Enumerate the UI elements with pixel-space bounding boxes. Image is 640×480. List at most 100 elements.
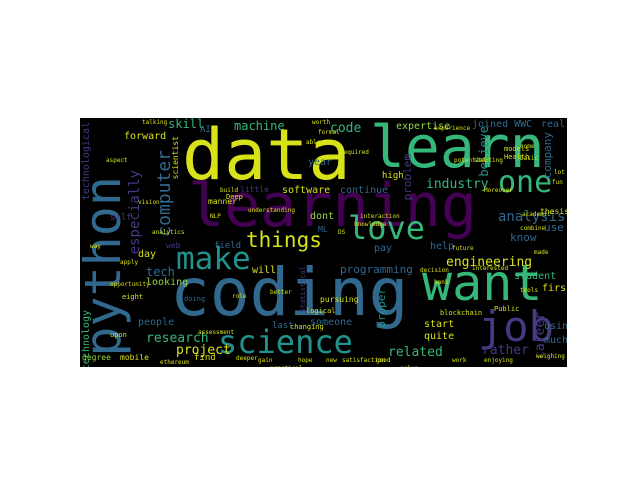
word-future: future	[452, 245, 474, 252]
word-practical: practical	[270, 366, 303, 368]
word-expertise: expertise	[396, 121, 451, 132]
word-joined-wwc: joined WWC	[472, 119, 533, 130]
word-job: job	[478, 302, 554, 351]
word-tools: tools	[520, 287, 539, 294]
word-degree: degree	[82, 353, 111, 362]
word-nlp: NLP	[210, 213, 221, 220]
word-enjoying: enjoying	[484, 357, 513, 364]
word-pursuing: pursuing	[320, 295, 359, 304]
word-come: come	[520, 143, 535, 150]
word-deeper: deeper	[236, 355, 258, 362]
word-experience: experience	[434, 125, 471, 132]
word-day: day	[138, 249, 157, 260]
word-scientist: scientist	[171, 136, 180, 180]
word-new: new	[326, 357, 337, 364]
word-things: things	[246, 228, 322, 252]
word-field: field	[214, 241, 242, 251]
word-weighing: weighing	[536, 353, 565, 360]
word-ethereum: ethereum	[160, 359, 189, 366]
word-ai: AI	[200, 125, 211, 135]
word-software: software	[282, 185, 331, 196]
word-interested: interested	[472, 265, 509, 272]
word-real: real	[541, 119, 566, 130]
word-better: better	[270, 289, 292, 296]
word-project: project	[176, 343, 231, 358]
word-decision: decision	[420, 267, 449, 274]
word-cloud: data learn learning coding want python j…	[80, 118, 567, 367]
word-analytics: analytics	[152, 229, 185, 236]
word-want: want	[422, 254, 543, 312]
word-love: love	[348, 209, 426, 247]
word-self: self	[110, 213, 132, 223]
word-deep: Deep	[226, 193, 243, 201]
word-made: made	[534, 249, 549, 256]
word-help: help	[430, 241, 455, 252]
word-know: know	[510, 231, 537, 244]
word-web: web	[166, 241, 181, 250]
word-satisfaction: satisfaction	[342, 357, 386, 364]
word-hope: hope	[298, 357, 313, 364]
word-blockchain: blockchain	[440, 309, 483, 317]
word-make: make	[176, 241, 251, 277]
word-forward: forward	[124, 131, 167, 142]
word-academic: academic	[522, 211, 551, 218]
word-lot: lot	[554, 169, 565, 176]
word-combine: combine	[520, 225, 546, 232]
word-use: use	[544, 221, 564, 234]
word-apply: apply	[120, 259, 139, 266]
word-models: models	[504, 145, 530, 153]
word-fun: fun	[552, 179, 563, 186]
word-work: work	[452, 357, 467, 364]
word-interaction: interaction	[360, 213, 400, 220]
word-little: little	[240, 185, 269, 194]
word-first: first	[542, 283, 567, 294]
word-able: able	[306, 139, 321, 146]
word-proper: proper	[375, 288, 388, 328]
word-machine: machine	[234, 119, 285, 133]
word-technological: technological	[81, 122, 92, 201]
word-quite: quite	[424, 331, 455, 342]
word-high: high	[382, 171, 404, 181]
word-manner: manner	[208, 197, 237, 206]
word-thesis: thesis	[540, 207, 567, 216]
word-much: much	[544, 335, 567, 346]
word-believe: believe	[477, 126, 491, 177]
word-knowledge: knowledge	[354, 221, 387, 228]
word-skill: skill	[168, 118, 205, 131]
word-someone: someone	[310, 317, 353, 328]
word-way: way	[90, 243, 101, 250]
word-find: find	[194, 353, 216, 363]
word-moreover: Moreover	[484, 187, 513, 194]
word-good: good	[376, 357, 391, 364]
word-using: using	[544, 321, 567, 332]
word-mobile: mobile	[120, 353, 149, 362]
word-one: one	[498, 165, 553, 200]
word-last: last	[272, 321, 294, 331]
word-starting: starting	[474, 157, 503, 164]
word-will: will	[252, 265, 277, 276]
word-ds: DS	[338, 229, 346, 236]
word-worth: worth	[312, 119, 331, 126]
word-understanding: understanding	[248, 207, 295, 214]
word-solve: solve	[400, 366, 418, 368]
word-learn: learn	[370, 118, 545, 181]
word-tech: tech	[146, 265, 175, 279]
word-related: related	[388, 345, 443, 360]
word-coding: coding	[170, 254, 409, 331]
word-continue: continue	[340, 185, 389, 196]
word-code: code	[330, 121, 362, 136]
word-company: company	[541, 132, 554, 179]
word-engineering: engineering	[446, 255, 533, 270]
word-research: research	[146, 331, 209, 346]
word-potential: potential	[454, 157, 487, 164]
word-pay: pay	[374, 243, 393, 254]
word-data: data	[182, 118, 351, 196]
word-learning: learning	[188, 171, 477, 241]
word-industry: industry	[426, 177, 489, 192]
word-student: student	[514, 271, 557, 282]
word-analysis: analysis	[498, 209, 566, 225]
word-formal: formal	[318, 129, 340, 136]
word-build: build	[220, 187, 239, 194]
word-gain: gain	[258, 357, 273, 364]
word-vision: vision	[138, 199, 160, 206]
